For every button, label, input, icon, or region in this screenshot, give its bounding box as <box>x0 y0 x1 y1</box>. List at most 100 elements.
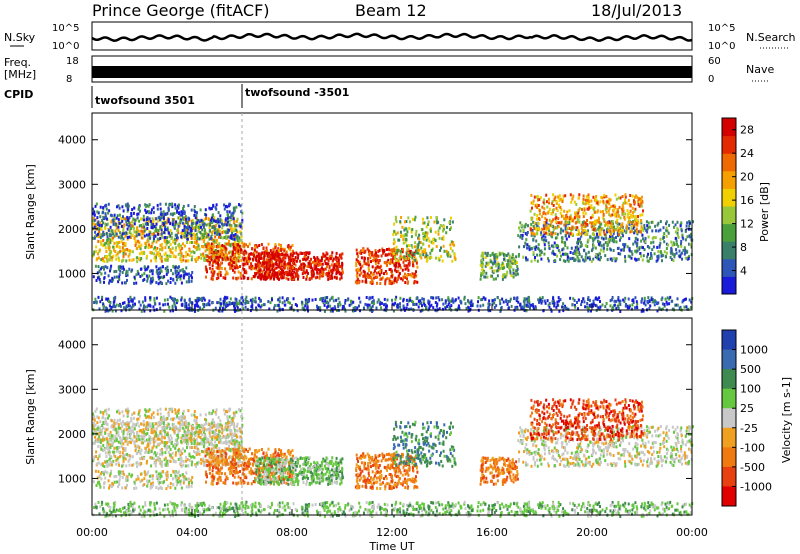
power-cell <box>591 213 594 217</box>
power-cell <box>128 249 131 253</box>
power-cell <box>125 220 128 224</box>
power-cell <box>176 299 179 303</box>
power-cell <box>100 258 103 262</box>
power-cell <box>301 266 304 269</box>
power-cell <box>118 206 121 210</box>
power-cell <box>541 215 544 219</box>
power-cell <box>398 272 401 276</box>
power-cell <box>339 277 342 281</box>
power-cell <box>186 226 189 230</box>
power-cell <box>510 304 513 308</box>
power-cell <box>245 243 248 247</box>
power-cell <box>395 263 397 267</box>
power-cell <box>403 272 406 276</box>
power-cell <box>613 239 616 243</box>
freq-band <box>92 66 692 78</box>
power-cell <box>208 258 211 261</box>
power-cell <box>578 193 581 197</box>
power-cell <box>616 234 619 238</box>
power-cell <box>143 218 145 222</box>
power-cell <box>366 272 369 276</box>
power-cell <box>687 257 690 260</box>
power-cell <box>381 249 384 252</box>
power-cell <box>101 295 104 299</box>
power-cell <box>292 260 295 264</box>
power-cell <box>592 302 595 306</box>
power-cell <box>218 255 221 259</box>
freq-tick-top: 18 <box>66 56 79 67</box>
power-cell <box>248 257 250 261</box>
power-cell <box>196 246 198 250</box>
power-cell <box>550 220 553 224</box>
power-cell <box>575 248 578 252</box>
power-cell <box>634 220 637 224</box>
power-cell <box>177 216 180 220</box>
power-cell <box>330 263 333 267</box>
power-cell <box>153 225 156 229</box>
power-cell <box>272 270 274 274</box>
power-cell <box>283 299 286 303</box>
power-cell <box>360 271 363 275</box>
power-cell <box>228 239 230 243</box>
power-cell <box>338 253 341 257</box>
power-cell <box>115 216 118 220</box>
power-cell <box>537 204 540 207</box>
power-cell <box>108 279 111 283</box>
power-cell <box>238 302 241 306</box>
power-cell <box>642 209 644 213</box>
power-cell <box>251 257 254 261</box>
power-cell <box>531 228 534 232</box>
power-cell <box>208 229 211 233</box>
power-cell <box>159 256 162 260</box>
power-cell <box>495 257 498 261</box>
power-cell <box>404 276 407 279</box>
power-cell <box>597 227 600 231</box>
power-cell <box>151 223 154 226</box>
power-cell <box>369 305 372 309</box>
power-cell <box>651 229 654 233</box>
power-cell <box>555 201 558 205</box>
power-cell <box>197 229 200 233</box>
power-cell <box>428 300 431 304</box>
power-cell <box>240 248 242 252</box>
power-cell <box>446 252 449 256</box>
power-cell <box>131 299 134 303</box>
power-cell <box>505 254 508 257</box>
power-cell <box>215 231 218 235</box>
power-cell <box>379 270 381 273</box>
power-cell <box>235 224 238 228</box>
power-cell <box>610 205 613 209</box>
power-cell <box>493 298 496 302</box>
power-cell <box>390 282 393 286</box>
power-cell <box>539 296 541 300</box>
power-cell <box>155 270 158 274</box>
power-cell <box>250 263 253 267</box>
power-cell <box>268 252 271 255</box>
power-cell <box>304 301 307 305</box>
power-cell <box>488 302 491 306</box>
power-cell <box>124 306 127 310</box>
power-cell <box>550 309 553 313</box>
power-cell <box>235 219 238 223</box>
power-cell <box>381 276 384 280</box>
power-cell <box>193 232 196 236</box>
power-cell <box>229 202 232 206</box>
power-cell <box>96 257 99 261</box>
power-cell <box>292 275 295 279</box>
power-cell <box>233 270 236 274</box>
power-cell <box>536 217 538 221</box>
power-cell <box>648 307 651 310</box>
power-cell <box>556 209 559 212</box>
power-cell <box>438 236 441 240</box>
power-cell <box>687 307 690 311</box>
power-cell <box>617 226 620 230</box>
power-cell <box>233 240 236 244</box>
power-cell <box>647 296 650 300</box>
power-cell <box>211 221 214 224</box>
power-cell <box>247 301 250 304</box>
power-cell <box>640 225 643 229</box>
power-cell <box>260 273 263 277</box>
power-cell <box>408 244 410 248</box>
power-cell <box>512 258 515 262</box>
power-cell <box>346 298 349 302</box>
